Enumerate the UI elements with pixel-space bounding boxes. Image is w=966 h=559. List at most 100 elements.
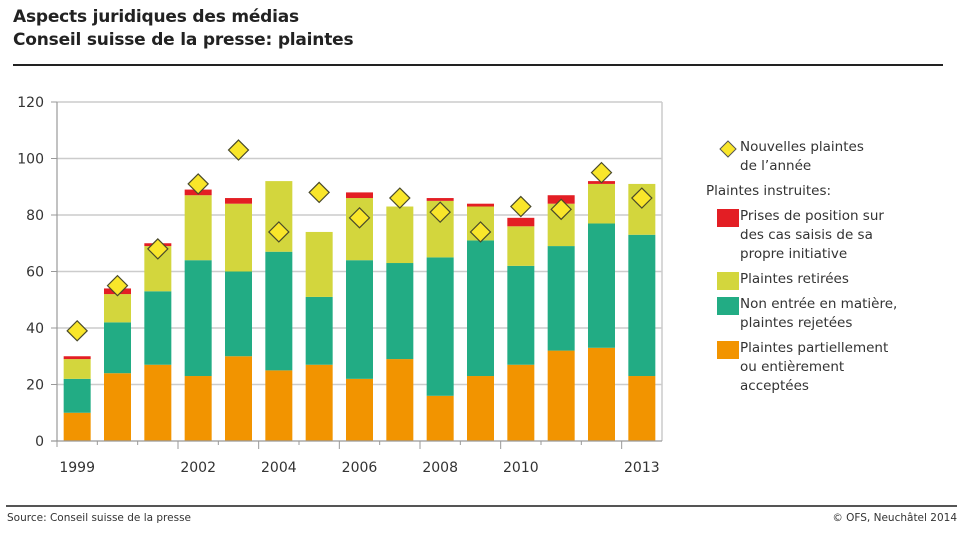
diamond-marker <box>348 206 371 229</box>
x-tick-label: 1999 <box>59 460 95 476</box>
title-divider <box>13 64 943 66</box>
diamond-markers <box>66 139 653 342</box>
legend-item-new-complaints: Nouvelles plaintes de l’année <box>700 138 960 176</box>
legend-label: Plaintes retirées <box>740 271 849 287</box>
bar-segment-yellow <box>225 203 252 272</box>
bar-segment-orange <box>507 364 535 441</box>
diamond-marker <box>590 161 613 184</box>
legend-label: plaintes rejetées <box>740 315 853 331</box>
legend-heading: Plaintes instruites: <box>706 183 832 199</box>
bar-segment-yellow <box>386 206 414 264</box>
diamond-marker <box>308 181 331 204</box>
bar-segment-green <box>104 322 131 374</box>
legend-label: acceptées <box>740 378 809 394</box>
y-tick-label: 60 <box>26 265 44 281</box>
bar-segment-green <box>507 265 535 365</box>
bar-segment-orange <box>265 370 293 441</box>
diamond-marker <box>469 221 492 243</box>
y-tick-label: 80 <box>26 208 44 224</box>
legend-label: des cas saisis de sa <box>740 227 873 243</box>
bar-segment-orange <box>628 376 656 441</box>
bar-segment-orange <box>144 364 172 441</box>
axis-labels: 0 20 40 60 80 100 120 1999 2002 2004 2006 2008 2010 2… <box>17 95 659 476</box>
axes <box>51 101 662 449</box>
bar-segment-green <box>305 296 333 365</box>
legend-label: Non entrée en matière, <box>740 296 898 312</box>
bar-segment-yellow <box>588 183 615 224</box>
bar-segment-yellow <box>305 231 333 297</box>
diamond-icon <box>719 140 737 158</box>
bar-segment-green <box>467 240 494 377</box>
bar-segment-orange <box>346 378 373 441</box>
x-tick-label: 2010 <box>503 460 539 476</box>
y-tick-label: 100 <box>17 152 44 168</box>
diamond-marker <box>509 195 532 218</box>
bar-segment-orange <box>467 376 494 441</box>
diamond-marker <box>227 139 250 161</box>
legend-item-red: Prises de position sur des cas saisis de … <box>700 207 960 264</box>
diamond-marker <box>267 221 290 243</box>
title-line-1: Aspects juridiques des médias <box>13 7 299 27</box>
title-line-2: Conseil suisse de la presse: plaintes <box>13 30 354 50</box>
diamond-marker <box>388 187 411 209</box>
bar-segment-red <box>467 203 494 207</box>
legend-label: Prises de position sur <box>740 208 884 224</box>
bar-segment-yellow <box>184 195 212 261</box>
bar-segment-orange <box>426 395 454 441</box>
x-tick-label: 2013 <box>624 460 660 476</box>
y-tick-label: 40 <box>26 321 44 337</box>
legend-swatch-green <box>717 297 739 315</box>
x-tick-label: 2008 <box>422 460 458 476</box>
bar-segment-orange <box>305 364 333 441</box>
diamond-marker <box>550 198 573 221</box>
bar-segment-red <box>63 356 91 360</box>
x-tick-label: 2004 <box>261 460 297 476</box>
diamond-marker <box>106 274 129 297</box>
bar-segment-yellow <box>104 294 131 323</box>
bar-segment-green <box>265 251 293 371</box>
legend: Nouvelles plaintes de l’année Plaintes i… <box>700 138 960 402</box>
bar-segment-green <box>386 263 414 360</box>
bar-segment-orange <box>104 373 131 441</box>
bar-segment-orange <box>225 356 252 441</box>
copyright-note: © OFS, Neuchâtel 2014 <box>832 512 957 524</box>
legend-label: propre initiative <box>740 246 848 262</box>
diamond-marker <box>429 201 452 224</box>
bar-segment-green <box>547 246 575 351</box>
y-tick-label: 120 <box>17 95 44 111</box>
source-note: Source: Conseil suisse de la presse <box>7 512 191 524</box>
bar-segment-red <box>346 192 373 199</box>
bar-segment-green <box>346 260 373 379</box>
bar-segment-orange <box>547 350 575 441</box>
bar-segment-yellow <box>63 359 91 379</box>
legend-item-orange: Plaintes partiellement ou entièrement acce… <box>700 339 960 396</box>
bar-segment-red <box>225 198 252 204</box>
bar-segment-green <box>63 378 91 413</box>
bar-segment-orange <box>184 376 212 441</box>
legend-label: ou entièrement <box>740 359 845 375</box>
bar-segment-green <box>184 260 212 377</box>
diamond-marker <box>66 319 89 342</box>
y-tick-label: 0 <box>35 434 44 450</box>
legend-label: Plaintes partiellement <box>740 340 889 356</box>
bar-segment-green <box>144 291 172 365</box>
bar-segment-red <box>426 198 454 201</box>
diamond-marker <box>187 173 210 195</box>
diamond-marker <box>630 187 653 209</box>
x-tick-label: 2002 <box>180 460 216 476</box>
bar-segment-orange <box>588 347 615 441</box>
legend-swatch-red <box>717 209 739 227</box>
legend-swatch-yellow <box>717 272 739 290</box>
chart-title: Aspects juridiques des médias Conseil su… <box>13 6 354 52</box>
bar-segment-yellow <box>507 226 535 266</box>
y-tick-label: 20 <box>26 378 44 394</box>
legend-label: Nouvelles plaintes <box>740 139 864 155</box>
legend-swatch-orange <box>717 341 739 359</box>
bar-segment-green <box>225 271 252 357</box>
bar-segment-green <box>426 257 454 396</box>
bars <box>63 181 656 441</box>
diamond-marker <box>146 238 169 260</box>
bar-segment-green <box>628 234 656 377</box>
bar-segment-orange <box>63 412 91 441</box>
stacked-bar-chart: 0 20 40 60 80 100 120 1999 2002 2004 2006 2008 2010 2… <box>17 95 663 476</box>
